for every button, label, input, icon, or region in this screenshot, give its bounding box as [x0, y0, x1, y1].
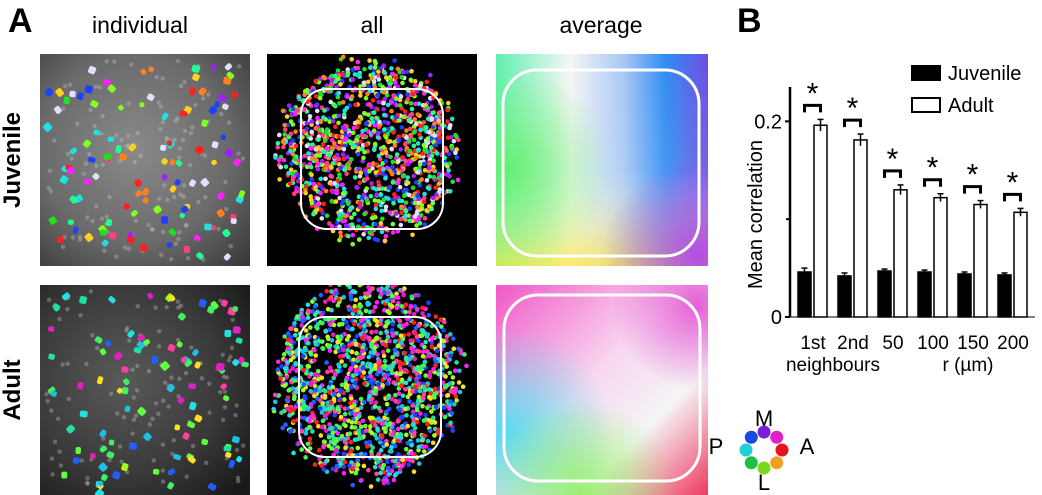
- significance-star: *: [927, 152, 939, 185]
- image-adult-all: [267, 285, 477, 495]
- image-adult-individual: [40, 285, 250, 495]
- x-tick-label-1st: 1st: [800, 333, 826, 354]
- legend-label-juvenile: Juvenile: [948, 63, 1021, 85]
- y-axis-label: Mean correlation: [745, 140, 767, 289]
- row-label-adult: Adult: [0, 325, 27, 455]
- significance-star: *: [887, 143, 899, 176]
- column-title-average: average: [496, 12, 706, 39]
- column-title-individual: individual: [35, 12, 245, 39]
- y-tick-label: 0.2: [754, 111, 782, 133]
- compass-dot: [776, 444, 789, 457]
- x-tick-label-100: 100: [917, 333, 949, 354]
- bar-juvenile-100: [918, 272, 931, 317]
- group-label-neighbours: neighbours: [786, 355, 880, 376]
- bar-juvenile-2nd: [838, 276, 851, 317]
- significance-star: *: [807, 77, 819, 110]
- x-tick-label-150: 150: [957, 333, 989, 354]
- compass-dot: [745, 431, 758, 444]
- panel-b-letter: B: [737, 2, 762, 41]
- bar-adult-2nd: [854, 140, 867, 317]
- image-juvenile-all: [267, 54, 477, 266]
- image-juvenile-average: [496, 54, 708, 266]
- significance-star: *: [967, 159, 979, 192]
- compass-label-a: A: [800, 434, 815, 459]
- bar-juvenile-200: [998, 275, 1011, 317]
- panel-a-letter: A: [8, 2, 33, 41]
- group-label-radius: r (µm): [942, 355, 993, 376]
- bar-juvenile-150: [958, 274, 971, 317]
- legend-label-adult: Adult: [948, 95, 994, 117]
- x-tick-label-50: 50: [882, 333, 903, 354]
- bar-adult-150: [974, 205, 987, 318]
- image-juvenile-individual: [40, 54, 250, 266]
- bar-adult-100: [934, 198, 947, 317]
- compass-dot: [770, 431, 783, 444]
- compass-dot: [758, 462, 771, 475]
- significance-star: *: [1007, 166, 1019, 199]
- compass-dot: [740, 444, 753, 457]
- column-title-all: all: [267, 12, 477, 39]
- x-tick-label-200: 200: [997, 333, 1029, 354]
- row-label-juvenile: Juvenile: [0, 95, 27, 225]
- image-adult-average: [496, 285, 708, 495]
- compass-dot: [770, 456, 783, 469]
- bar-chart-mean-correlation: 0 0.2 Mean correlation * 1st * 2nd * 50 * 100 * 150 *…: [740, 52, 1040, 387]
- bar-adult-200: [1014, 212, 1027, 317]
- compass-dot: [745, 456, 758, 469]
- x-tick-label-2nd: 2nd: [837, 333, 869, 354]
- bar-adult-1st: [814, 125, 827, 317]
- compass-dot: [758, 426, 771, 439]
- bar-juvenile-50: [878, 271, 891, 317]
- y-tick-label: 0: [771, 307, 782, 329]
- compass-label-p: P: [709, 434, 724, 459]
- legend-swatch-juvenile: [912, 66, 940, 80]
- bar-adult-50: [894, 190, 907, 317]
- cell-cloud: [271, 285, 468, 489]
- orientation-compass: M P A L: [706, 404, 826, 494]
- significance-star: *: [847, 92, 859, 125]
- legend-swatch-adult: [912, 98, 940, 112]
- bar-juvenile-1st: [798, 272, 811, 317]
